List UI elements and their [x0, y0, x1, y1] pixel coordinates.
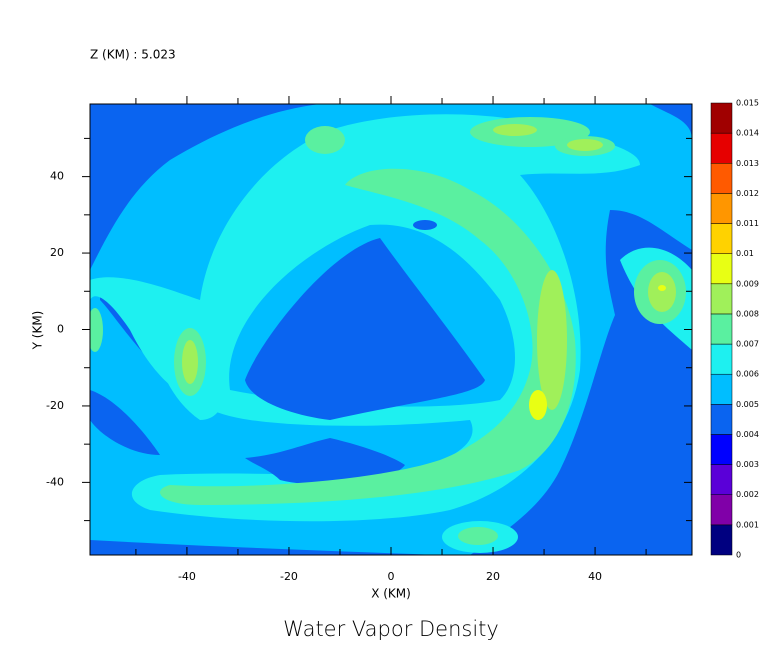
contour-region [90, 308, 103, 352]
chart-title: Water Vapor Density [283, 617, 499, 641]
contour-region [537, 270, 567, 410]
contour-region [648, 272, 676, 312]
contour-region [458, 527, 498, 545]
colorbar-label: 0.013 [736, 159, 759, 168]
colorbar-label: 0.001 [736, 520, 759, 529]
contour-region [90, 540, 440, 555]
y-tick-label: 0 [57, 323, 64, 336]
y-tick-label: -20 [46, 399, 64, 412]
colorbar-box [710, 102, 733, 134]
x-tick-label: -40 [178, 570, 196, 583]
contour-field [90, 104, 692, 555]
contour-region [245, 438, 405, 485]
contour-region [413, 220, 437, 230]
colorbar-box [710, 163, 733, 194]
colorbar-box [710, 464, 733, 495]
colorbar-label: 0.002 [736, 490, 759, 499]
x-tick-label: 20 [486, 570, 500, 583]
contour-region [90, 390, 160, 455]
colorbar-label: 0.006 [736, 370, 759, 379]
x-tick-label: 40 [588, 570, 602, 583]
colorbar-label: 0.005 [736, 400, 759, 409]
y-tick-label: 20 [50, 246, 64, 259]
y-tick-label: -40 [46, 475, 64, 488]
colorbar-label: 0.009 [736, 279, 759, 288]
colorbar-label: 0.003 [736, 460, 759, 469]
x-tick-label: -20 [280, 570, 298, 583]
colorbar-label: 0.007 [736, 340, 759, 349]
colorbar-box [710, 434, 733, 465]
colorbar-label: 0.011 [736, 219, 759, 228]
y-axis-label: Y (KM) [31, 311, 45, 351]
colorbar-box [710, 404, 733, 435]
contour-region [182, 340, 198, 384]
colorbar-box [710, 253, 733, 285]
contour-region [305, 126, 345, 154]
x-tick-label: 0 [388, 570, 395, 583]
contour-region [658, 285, 666, 291]
y-tick-label: 40 [50, 170, 64, 183]
contour-region [529, 390, 547, 420]
contour-region [245, 238, 485, 420]
colorbar-box [710, 283, 733, 315]
colorbar-box [710, 132, 733, 164]
x-axis-label: X (KM) [371, 587, 411, 601]
colorbar-label: 0.015 [736, 99, 759, 108]
colorbar-box [710, 524, 733, 556]
colorbar-box [710, 313, 733, 345]
contour-region [493, 124, 537, 136]
colorbar-label: 0.014 [736, 129, 759, 138]
colorbar-label: 0.01 [736, 249, 754, 258]
colorbar-box [710, 373, 733, 405]
contour-region [567, 139, 603, 151]
colorbar-label: 0 [736, 551, 741, 560]
colorbar-box [710, 193, 733, 224]
colorbar-box [710, 343, 733, 375]
colorbar-label: 0.004 [736, 430, 759, 439]
header: Z (KM) : 5.023 [90, 48, 176, 62]
colorbar-label: 0.012 [736, 189, 759, 198]
colorbar-box [710, 494, 733, 526]
colorbar-label: 0.008 [736, 309, 759, 318]
colorbar-box [710, 223, 733, 254]
